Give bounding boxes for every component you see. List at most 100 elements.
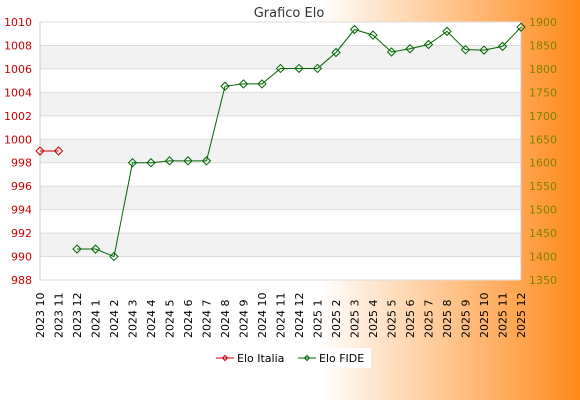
right-tick-label: 1350	[529, 274, 557, 287]
plot-band	[40, 115, 521, 140]
data-point-elo-fide[interactable]	[405, 44, 415, 54]
right-tick-label: 1800	[529, 63, 557, 76]
left-tick-label: 988	[11, 274, 32, 287]
left-tick-label: 1006	[4, 63, 32, 76]
x-tick-label: 2023 11	[53, 293, 66, 339]
plot-band	[40, 256, 521, 280]
legend: Elo Italia Elo FIDE	[211, 348, 371, 368]
right-tick-label: 1650	[529, 133, 557, 146]
data-point-elo-fide[interactable]	[312, 63, 323, 74]
x-tick-label: 2023 10	[34, 293, 47, 339]
plot-band	[40, 22, 521, 46]
left-tick-label: 1008	[4, 39, 32, 52]
legend-label-elo-fide: Elo FIDE	[319, 352, 364, 365]
data-point-elo-fide[interactable]	[220, 81, 230, 91]
left-tick-label: 992	[11, 227, 32, 240]
series-line-elo-fide	[77, 26, 522, 258]
left-tick-label: 994	[11, 204, 32, 217]
x-tick-label: 2024 2	[108, 300, 121, 339]
x-tick-label: 2025 8	[441, 300, 454, 339]
data-point-elo-fide[interactable]	[294, 63, 304, 74]
series-points	[35, 22, 526, 262]
left-tick-label: 996	[11, 180, 32, 193]
plot-band	[40, 233, 521, 257]
x-tick-label: 2025 4	[367, 300, 380, 339]
data-point-elo-fide[interactable]	[331, 47, 341, 58]
data-point-elo-fide[interactable]	[238, 79, 249, 89]
legend-label-elo-italia: Elo Italia	[237, 352, 284, 365]
data-point-elo-fide[interactable]	[257, 79, 267, 89]
left-tick-label: 1004	[4, 86, 32, 99]
data-point-elo-fide[interactable]	[442, 26, 452, 37]
plot-band	[40, 68, 521, 93]
data-point-elo-fide[interactable]	[90, 244, 101, 254]
data-point-elo-fide[interactable]	[368, 30, 378, 40]
left-tick-label: 990	[11, 251, 32, 264]
data-point-elo-fide[interactable]	[460, 44, 471, 55]
x-tick-label: 2024 11	[275, 293, 288, 339]
x-tick-label: 2024 10	[256, 293, 269, 339]
legend-marker-elo-italia	[221, 354, 229, 362]
series-lines	[40, 26, 522, 258]
legend-item-elo-italia[interactable]: Elo Italia	[216, 352, 284, 365]
x-tick-label: 2024 12	[293, 293, 306, 339]
right-tick-label: 1500	[529, 204, 557, 217]
data-point-elo-fide[interactable]	[479, 45, 489, 55]
plot-band	[40, 45, 521, 69]
plot-bands	[40, 22, 521, 280]
plot-band	[40, 92, 521, 116]
legend-box	[211, 348, 371, 368]
x-tick-label: 2024 9	[238, 300, 251, 339]
chart-title: Grafico Elo	[254, 6, 325, 21]
data-point-elo-fide[interactable]	[275, 63, 286, 74]
x-tick-label: 2025 3	[349, 300, 362, 339]
right-tick-label: 1600	[529, 157, 557, 170]
x-tick-label: 2025 7	[423, 300, 436, 339]
right-tick-label: 1900	[529, 16, 557, 29]
x-tick-label: 2024 5	[164, 300, 177, 339]
data-point-elo-fide[interactable]	[497, 41, 508, 52]
left-tick-label: 1000	[4, 133, 32, 146]
left-tick-label: 1010	[4, 16, 32, 29]
data-point-elo-fide[interactable]	[146, 158, 156, 168]
x-tick-label: 2025 6	[404, 300, 417, 339]
plot-band	[40, 139, 521, 163]
gridlines	[39, 21, 522, 281]
x-tick-label: 2024 3	[127, 300, 140, 339]
right-axis: 1350 1400 1450 1500 1550 1600 1650 1700 1750 1800…	[529, 16, 557, 287]
left-tick-label: 998	[11, 157, 32, 170]
x-tick-label: 2025 10	[478, 293, 491, 339]
x-tick-label: 2024 6	[182, 300, 195, 339]
x-tick-label: 2024 4	[145, 300, 158, 339]
data-point-elo-fide[interactable]	[183, 156, 193, 166]
data-point-elo-fide[interactable]	[127, 158, 138, 168]
right-tick-label: 1850	[529, 39, 557, 52]
x-axis: 2023 10 2023 11 2023 12 2024 1 2024 2 2024 3 2…	[34, 293, 528, 339]
x-tick-label: 2025 2	[330, 300, 343, 339]
data-point-elo-italia[interactable]	[35, 146, 45, 156]
data-point-elo-fide[interactable]	[109, 251, 119, 262]
data-point-elo-fide[interactable]	[516, 22, 526, 32]
data-point-elo-fide[interactable]	[201, 156, 212, 166]
data-point-elo-fide[interactable]	[386, 47, 397, 57]
right-tick-label: 1700	[529, 110, 557, 123]
x-tick-label: 2025 5	[386, 300, 399, 339]
x-tick-label: 2024 7	[201, 300, 214, 339]
x-tick-label: 2024 8	[219, 300, 232, 339]
x-tick-label: 2025 1	[312, 300, 325, 339]
plot-band	[40, 209, 521, 234]
x-tick-label: 2023 12	[71, 293, 84, 339]
right-tick-label: 1450	[529, 227, 557, 240]
legend-item-elo-fide[interactable]: Elo FIDE	[298, 352, 364, 365]
data-point-elo-fide[interactable]	[349, 24, 360, 35]
left-tick-label: 1002	[4, 110, 32, 123]
x-tick-label: 2025 12	[515, 293, 528, 339]
data-point-elo-fide[interactable]	[164, 156, 175, 166]
data-point-elo-fide[interactable]	[72, 244, 82, 254]
data-point-elo-italia[interactable]	[53, 146, 64, 156]
right-tick-label: 1550	[529, 180, 557, 193]
x-tick-label: 2025 9	[460, 300, 473, 339]
data-point-elo-fide[interactable]	[423, 39, 434, 50]
